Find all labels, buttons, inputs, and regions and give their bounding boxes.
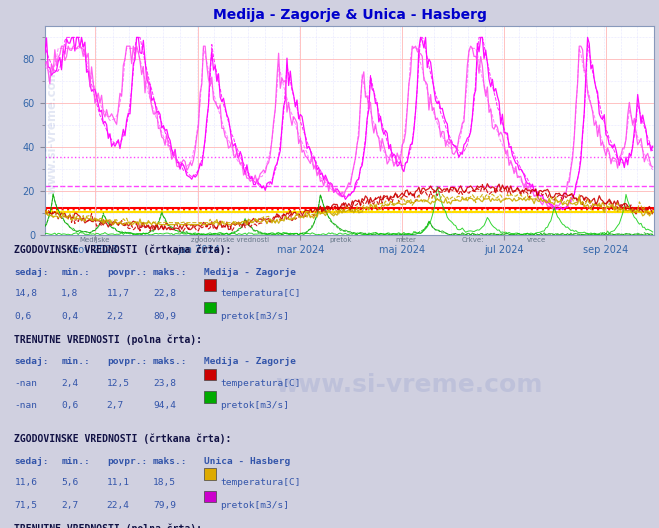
Text: sedaj:: sedaj: — [14, 457, 49, 466]
Text: sedaj:: sedaj: — [14, 357, 49, 366]
Text: temperatura[C]: temperatura[C] — [220, 379, 301, 388]
Text: pretok[m3/s]: pretok[m3/s] — [220, 401, 289, 410]
Text: Medija - Zagorje: Medija - Zagorje — [204, 268, 297, 277]
Text: 2,7: 2,7 — [61, 501, 78, 510]
Text: 18,5: 18,5 — [153, 478, 176, 487]
Text: pretok: pretok — [330, 237, 352, 243]
Text: min.:: min.: — [61, 268, 90, 277]
Text: maks.:: maks.: — [153, 268, 187, 277]
Text: min.:: min.: — [61, 457, 90, 466]
Text: sedaj:: sedaj: — [14, 268, 49, 277]
Text: 1,8: 1,8 — [61, 289, 78, 298]
Text: temperatura[C]: temperatura[C] — [220, 289, 301, 298]
Text: 71,5: 71,5 — [14, 501, 38, 510]
Text: 0,6: 0,6 — [61, 401, 78, 410]
Text: 2,7: 2,7 — [107, 401, 124, 410]
Text: 80,9: 80,9 — [153, 312, 176, 320]
Text: 0,6: 0,6 — [14, 312, 32, 320]
Text: Medija - Zagorje: Medija - Zagorje — [204, 357, 297, 366]
Text: povpr.:: povpr.: — [107, 357, 147, 366]
Text: 12,5: 12,5 — [107, 379, 130, 388]
Text: -nan: -nan — [14, 401, 38, 410]
Text: 22,8: 22,8 — [153, 289, 176, 298]
Text: pretok[m3/s]: pretok[m3/s] — [220, 312, 289, 320]
Text: maks.:: maks.: — [153, 357, 187, 366]
Text: 2,4: 2,4 — [61, 379, 78, 388]
Title: Medija - Zagorje & Unica - Hasberg: Medija - Zagorje & Unica - Hasberg — [213, 8, 486, 23]
Text: pretok[m3/s]: pretok[m3/s] — [220, 501, 289, 510]
Text: povpr.:: povpr.: — [107, 457, 147, 466]
Text: TRENUTNE VREDNOSTI (polna črta):: TRENUTNE VREDNOSTI (polna črta): — [14, 334, 202, 345]
Text: 2,2: 2,2 — [107, 312, 124, 320]
Text: 94,4: 94,4 — [153, 401, 176, 410]
Text: vrece: vrece — [527, 237, 546, 243]
Text: Medijske: Medijske — [79, 237, 109, 243]
Text: povpr.:: povpr.: — [107, 268, 147, 277]
Text: maks.:: maks.: — [153, 457, 187, 466]
Text: 11,7: 11,7 — [107, 289, 130, 298]
Text: min.:: min.: — [61, 357, 90, 366]
Text: www.si-vreme.com: www.si-vreme.com — [275, 373, 542, 398]
Text: TRENUTNE VREDNOSTI (polna črta):: TRENUTNE VREDNOSTI (polna črta): — [14, 523, 202, 528]
Text: -nan: -nan — [14, 379, 38, 388]
Text: 5,6: 5,6 — [61, 478, 78, 487]
Text: Unica - Hasberg: Unica - Hasberg — [204, 457, 291, 466]
Text: 79,9: 79,9 — [153, 501, 176, 510]
Text: 0,4: 0,4 — [61, 312, 78, 320]
Text: Crkve:: Crkve: — [461, 237, 484, 243]
Text: 14,8: 14,8 — [14, 289, 38, 298]
Text: 11,6: 11,6 — [14, 478, 38, 487]
Text: meter: meter — [395, 237, 416, 243]
Text: 23,8: 23,8 — [153, 379, 176, 388]
Text: zgodovinske vrednosti: zgodovinske vrednosti — [191, 237, 270, 243]
Text: ZGODOVINSKE VREDNOSTI (črtkana črta):: ZGODOVINSKE VREDNOSTI (črtkana črta): — [14, 433, 232, 444]
Text: 22,4: 22,4 — [107, 501, 130, 510]
Text: ZGODOVINSKE VREDNOSTI (črtkana črta):: ZGODOVINSKE VREDNOSTI (črtkana črta): — [14, 244, 232, 255]
Text: 11,1: 11,1 — [107, 478, 130, 487]
Text: temperatura[C]: temperatura[C] — [220, 478, 301, 487]
Text: www.si-vreme.com: www.si-vreme.com — [45, 68, 59, 194]
